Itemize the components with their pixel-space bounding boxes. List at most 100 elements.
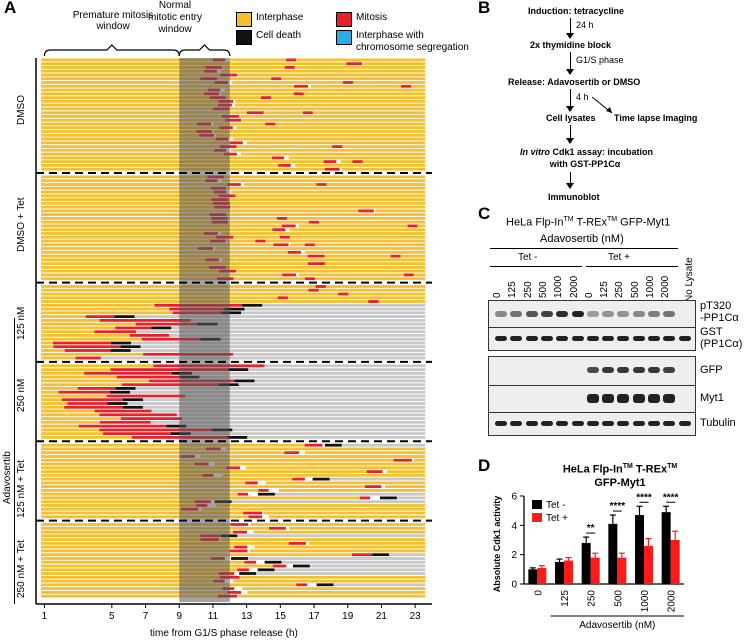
fate-segment <box>269 526 286 530</box>
fate-segment <box>304 277 315 281</box>
fate-segment <box>41 243 274 247</box>
fate-segment <box>41 420 100 424</box>
no-lysate-label: No Lysate <box>684 257 695 302</box>
blot-band <box>525 311 538 317</box>
fate-segment <box>407 224 418 228</box>
fate-segment <box>115 326 151 330</box>
fate-segment <box>238 383 426 387</box>
fate-segment <box>224 88 426 92</box>
blot-band <box>525 421 538 426</box>
fate-segment <box>341 167 426 171</box>
blot-pt320 <box>488 300 696 328</box>
tet-plus-label: Tet + <box>608 252 630 263</box>
fate-segment <box>41 303 155 307</box>
fate-segment <box>41 432 104 435</box>
fate-segment <box>41 273 283 277</box>
fate-segment <box>265 239 426 243</box>
fate-segment <box>277 296 288 300</box>
fate-segment <box>287 217 426 220</box>
fate-segment <box>41 364 154 368</box>
fate-segment <box>106 394 186 398</box>
fate-segment <box>307 262 326 265</box>
blot-band <box>525 336 538 341</box>
fate-segment <box>41 443 305 447</box>
chart-x-tick-label: 500 <box>613 590 624 607</box>
chart-bar <box>644 545 653 584</box>
fate-segment <box>237 534 426 538</box>
fate-segment <box>41 141 230 145</box>
fate-segment <box>41 130 197 133</box>
fate-segment <box>287 250 302 254</box>
fate-segment <box>41 126 220 130</box>
panel-a-x-axis: 1 5 7 9 11 13 15 17 19 21 23 <box>35 58 432 622</box>
chart-bar <box>528 569 538 584</box>
fate-segment <box>41 148 215 152</box>
blot-band <box>586 394 599 403</box>
chart-bar <box>617 557 627 584</box>
fate-segment <box>216 504 426 507</box>
panel-a-x-label: time from G1/S phase release (h) <box>150 628 298 639</box>
fate-segment <box>141 337 201 341</box>
fate-segment <box>242 587 426 590</box>
fate-segment <box>411 84 426 88</box>
fate-segment <box>258 492 275 496</box>
fate-segment <box>41 103 218 107</box>
fate-segment <box>226 213 426 216</box>
fate-segment <box>41 228 273 232</box>
fate-segment <box>247 591 426 594</box>
chart-x-tick-label: 0 <box>533 590 544 596</box>
chart-bar <box>670 540 680 584</box>
fate-segment <box>272 564 287 568</box>
fate-segment <box>235 99 426 103</box>
fate-segment <box>78 424 167 428</box>
fate-segment <box>41 118 226 122</box>
fate-segment <box>333 583 426 587</box>
fate-segment <box>41 575 220 579</box>
premature-bracket <box>43 44 180 57</box>
fate-segment <box>275 122 426 126</box>
fate-segment <box>242 303 263 307</box>
fate-segment <box>233 530 247 534</box>
fate-segment <box>99 319 191 322</box>
significance-label: **** <box>663 492 679 503</box>
fate-segment <box>94 409 152 413</box>
fate-segment <box>263 511 426 515</box>
window-brackets <box>43 44 231 57</box>
fate-segment <box>213 122 266 126</box>
step-time-lapse: Time lapse Imaging <box>614 113 698 123</box>
arrow-1-label: 24 h <box>576 20 594 30</box>
fate-segment <box>41 156 272 160</box>
tet-minus-label: Tet - <box>518 252 538 263</box>
fate-segment <box>312 477 330 481</box>
fate-segment <box>284 66 295 69</box>
blot-band <box>602 367 615 373</box>
fate-segment <box>304 250 426 254</box>
fate-segment <box>396 496 426 500</box>
fate-segment <box>136 330 426 334</box>
fate-segment <box>191 371 426 375</box>
fate-segment <box>296 58 426 62</box>
fate-segment <box>282 273 297 277</box>
fate-segment <box>41 77 201 81</box>
fate-segment <box>237 492 248 496</box>
chart-legend-label: Tet + <box>546 513 568 524</box>
fate-segment <box>41 198 212 201</box>
fate-segment <box>151 409 426 413</box>
fate-segment <box>308 220 319 224</box>
fate-segment <box>232 137 426 141</box>
fate-segment <box>224 175 426 179</box>
fate-segment <box>64 349 111 352</box>
fate-segment <box>262 303 426 307</box>
fate-segment <box>67 402 108 405</box>
fate-segment <box>256 572 426 575</box>
fate-segment <box>41 239 211 243</box>
fate-segment <box>109 390 130 394</box>
blot-band <box>617 421 630 426</box>
fate-segment <box>41 560 245 564</box>
fate-segment <box>244 307 426 311</box>
fate-segment <box>236 145 333 148</box>
blot-band <box>571 421 584 426</box>
fate-segment <box>100 356 426 360</box>
fate-segment <box>231 557 248 560</box>
fate-segment <box>41 515 249 519</box>
